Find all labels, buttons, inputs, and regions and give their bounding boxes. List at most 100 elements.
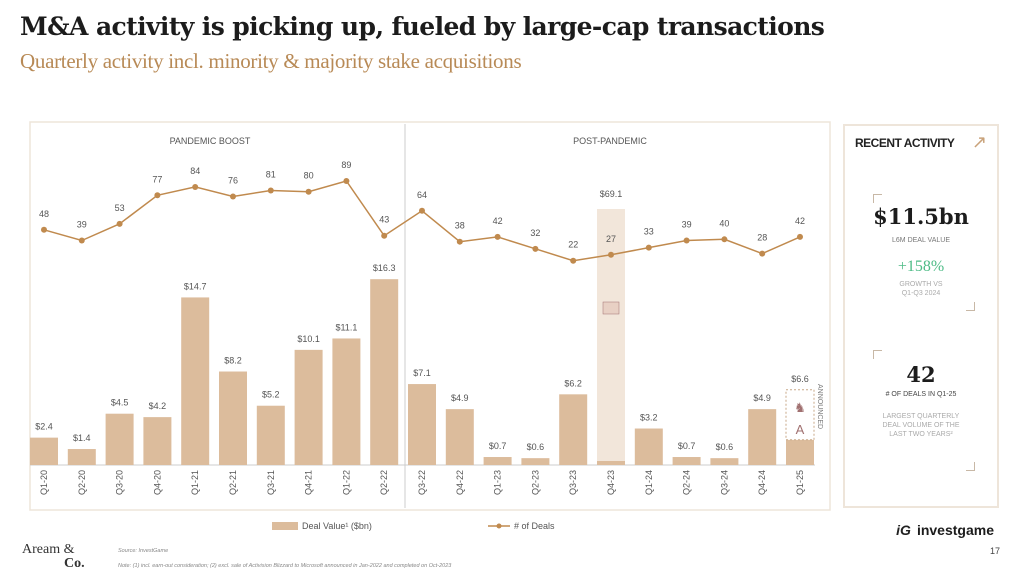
deal-point	[721, 236, 728, 243]
deal-point	[797, 233, 803, 240]
bar-value-label: $14.7	[184, 281, 207, 291]
bar-value-label: $69.1	[600, 189, 623, 199]
deal-point	[608, 251, 614, 258]
bar-value-label: $4.9	[451, 393, 469, 403]
bar	[67, 449, 96, 465]
bar-value-label: $10.1	[297, 334, 320, 344]
bar-value-label: $7.1	[413, 368, 431, 378]
deal-point	[267, 187, 274, 194]
ig-icon: iG	[896, 522, 911, 538]
bar-value-label: $0.6	[716, 442, 734, 452]
bar-value-label: $1.4	[73, 433, 91, 443]
bar-value-label: $3.2	[640, 413, 658, 423]
bar-value-label: $0.7	[489, 441, 507, 451]
x-tick-label: Q4-22	[455, 470, 465, 495]
announced-label: ANNOUNCED	[816, 384, 823, 429]
legend-bar-swatch	[272, 522, 298, 530]
announced-deal-icon: A	[796, 422, 805, 437]
period-label-pandemic: PANDEMIC BOOST	[170, 136, 251, 146]
bar	[143, 417, 172, 465]
bar	[332, 338, 361, 465]
deal-point	[230, 193, 236, 200]
deal-point	[759, 250, 766, 257]
bar-value-label: $4.9	[753, 393, 771, 403]
deal-count-label: 84	[190, 166, 200, 176]
page-number: 17	[989, 546, 1000, 556]
x-tick-label: Q2-22	[379, 470, 389, 495]
x-tick-label: Q3-21	[266, 470, 276, 495]
growth-label-1: GROWTH VS	[899, 281, 943, 288]
corner-bracket-icon	[873, 350, 882, 359]
x-tick-label: Q4-20	[152, 470, 162, 495]
bar-broken	[597, 209, 625, 465]
deal-count-label: 38	[455, 221, 465, 231]
bar-value-label: $0.7	[678, 441, 696, 451]
deal-point	[116, 220, 123, 227]
x-tick-label: Q2-24	[682, 470, 692, 495]
chart-frame	[29, 121, 831, 511]
logo-line-1: Aream &	[22, 542, 75, 557]
bar	[483, 457, 512, 465]
legend-line-swatch	[488, 523, 510, 529]
deal-count-label: 22	[568, 240, 578, 250]
legend-bar-label: Deal Value¹ ($bn)	[302, 521, 372, 531]
deal-count-stat: 42	[906, 362, 936, 387]
deal-count-label: 40	[719, 218, 729, 228]
bar	[559, 394, 588, 465]
deal-point	[41, 226, 47, 233]
bar-broken-base	[597, 461, 625, 465]
deal-point	[419, 207, 425, 214]
legend-item-deals: # of Deals	[488, 521, 555, 531]
x-tick-label: Q1-23	[493, 470, 503, 495]
deal-point	[645, 244, 652, 251]
x-tick-label: Q2-21	[228, 470, 238, 495]
announced-deal-icon: ♞	[794, 400, 806, 415]
footnote: Note: (1) incl. earn-out consideration; …	[118, 563, 452, 569]
growth-stat: +158%	[897, 258, 945, 275]
x-tick-label: Q3-20	[115, 470, 125, 495]
deal-point	[343, 178, 350, 184]
bar-value-label: $6.2	[564, 378, 582, 388]
deal-count-label: 32	[530, 228, 540, 238]
deal-point	[305, 188, 312, 195]
deal-count-label: 77	[152, 174, 162, 184]
deal-count-label: 89	[341, 160, 351, 170]
x-tick-label: Q1-25	[795, 470, 805, 495]
deal-count-label: 48	[39, 209, 49, 219]
bar	[408, 384, 436, 465]
deal-count-label: 76	[228, 175, 238, 185]
bar-value-label: $16.3	[373, 263, 396, 273]
deal-count-label: 42	[795, 216, 805, 226]
x-tick-label: Q3-24	[719, 470, 729, 495]
x-tick-label: Q4-24	[757, 470, 767, 495]
bar	[294, 349, 323, 465]
x-tick-label: Q1-22	[341, 470, 351, 495]
deal-point	[154, 192, 161, 199]
bar-announced	[785, 389, 815, 441]
legend-line-label: # of Deals	[514, 521, 555, 531]
bar	[370, 279, 399, 465]
bar-value-label: $8.2	[224, 356, 242, 366]
x-tick-label: Q3-23	[568, 470, 578, 495]
deal-value-stat: $11.5bn	[873, 204, 969, 229]
corner-bracket-icon	[966, 302, 975, 311]
bar	[30, 437, 58, 465]
bar-value-label: $2.4	[35, 422, 53, 432]
bar-value-label: $6.6	[791, 374, 809, 384]
deal-value-label: L6M DEAL VALUE	[892, 237, 950, 244]
corner-bracket-icon	[966, 462, 975, 471]
x-tick-label: Q4-23	[606, 470, 616, 495]
deal-point	[532, 245, 539, 252]
deal-point	[78, 237, 85, 244]
deal-point	[683, 237, 690, 244]
logo-line-2: Co.	[64, 556, 85, 571]
recent-activity-panel: RECENT ACTIVITY ↗ $11.5bn L6M DEAL VALUE…	[843, 124, 999, 508]
brand-name: investgame	[916, 522, 994, 538]
bar	[710, 458, 739, 465]
deal-count-label: 42	[493, 216, 503, 226]
aream-logo: Aream & Co.	[22, 543, 85, 571]
x-tick-label: Q2-20	[77, 470, 87, 495]
bar-value-label: $0.6	[527, 442, 545, 452]
deal-count-label: 80	[304, 171, 314, 181]
